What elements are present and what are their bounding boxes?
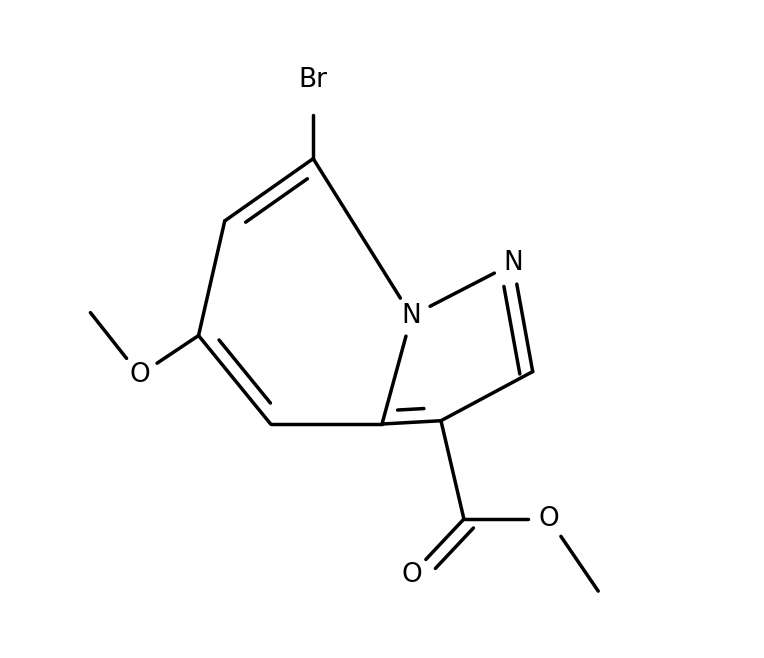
Text: N: N bbox=[402, 303, 422, 329]
Text: N: N bbox=[503, 251, 523, 276]
Text: O: O bbox=[401, 562, 422, 588]
Text: O: O bbox=[129, 362, 150, 388]
Text: Br: Br bbox=[299, 67, 328, 93]
Text: O: O bbox=[539, 506, 559, 532]
